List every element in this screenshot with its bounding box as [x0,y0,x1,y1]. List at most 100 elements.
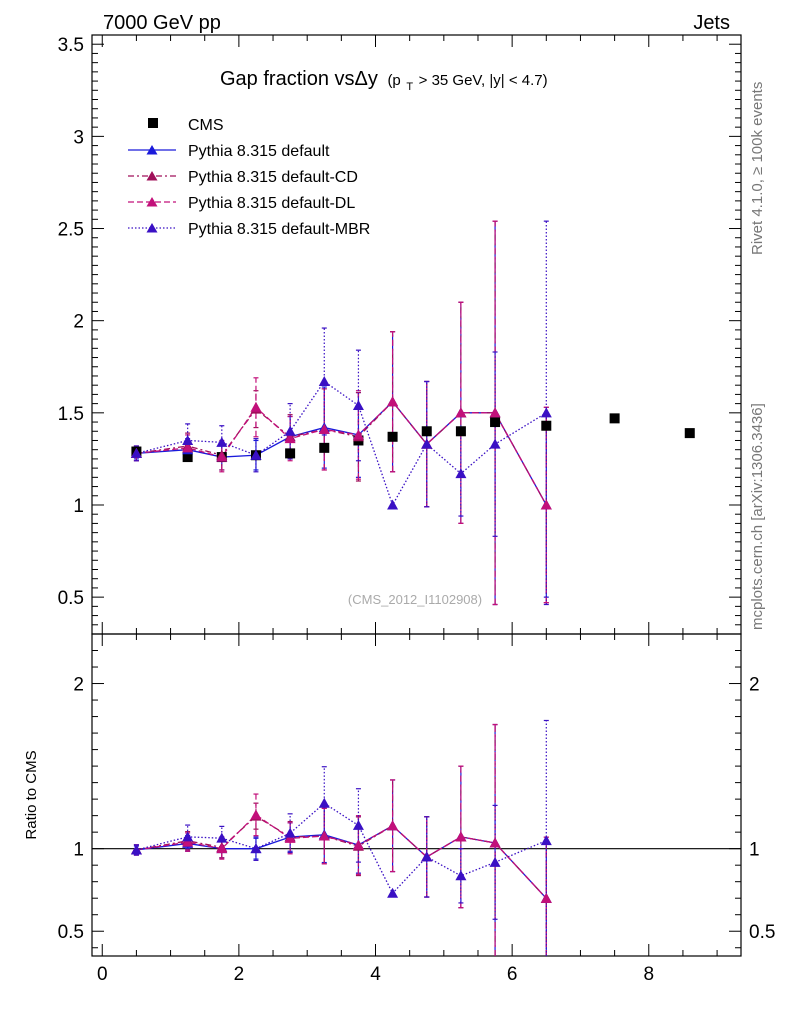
chart-title-cuts-post: > 35 GeV, |y| < 4.7) [419,72,548,89]
mc-data-point [540,499,552,510]
y-tick-label: 0.5 [58,588,84,609]
ratio-y-tick-label: 2 [749,675,760,696]
ratio-data-point [455,870,467,881]
ratio-data-point [489,837,501,848]
ratio-data-point [352,839,364,850]
y-tick-label: 2 [73,312,84,333]
ratio-data-point [284,832,296,843]
x-tick-label: 4 [370,964,381,985]
ratio-data-point [182,836,194,847]
legend-label-default: Pythia 8.315 default [188,143,330,160]
energy-label: 7000 GeV pp [103,12,221,34]
ratio-series-line [136,802,547,895]
ratio-data-point [455,831,467,842]
legend: CMS Pythia 8.315 default Pythia 8.315 de… [128,117,370,238]
ratio-y-tick-label: 0.5 [749,922,775,943]
cms-data-point [387,431,398,442]
y-tick-label: 3.5 [58,35,84,56]
axes-layer: 0 2 4 6 8 0.5 1 1.5 2 2.5 3 3.5 0.5 0.5 1 1 2 2 [58,35,775,985]
legend-label-mbr: Pythia 8.315 default-MBR [188,221,370,238]
x-tick-label: 8 [643,964,654,985]
mc-data-point [352,399,364,410]
y-tick-label: 2.5 [58,220,84,241]
cms-data-point [182,452,193,463]
ratio-axis-label: Ratio to CMS [23,750,40,839]
mc-data-point [318,375,330,386]
ratio-data-point [387,887,399,898]
mc-series-line [136,380,547,507]
mc-data-point [182,434,194,445]
legend-label-cd: Pythia 8.315 default-CD [188,169,358,186]
legend-marker-cd [146,171,158,181]
ratio-y-tick-label: 2 [73,675,84,696]
ratio-y-tick-label: 1 [73,840,84,861]
mcplots-label: mcplots.cern.ch [arXiv:1306.3436] [749,403,766,630]
mc-data-point [216,436,228,447]
mc-data-point [421,438,433,449]
ratio-data-point [318,797,330,808]
ratio-data-point [421,851,433,862]
cms-data-point [684,428,695,439]
mc-data-point [284,433,296,444]
mc-data-point [387,396,399,407]
mc-series-line [136,400,547,506]
ratio-data-point [250,809,262,820]
mc-data-point [216,451,228,462]
ratio-series-line [136,815,547,899]
mc-data-point [250,401,262,412]
x-tick-label: 0 [97,964,108,985]
cms-data-point [421,426,432,437]
ratio-data-point [489,856,501,867]
mc-data-point [540,407,552,418]
ratio-data-point [318,830,330,841]
ratio-data-point [284,827,296,838]
ratio-y-tick-label: 0.5 [58,922,84,943]
ratio-data-point [216,832,228,843]
mc-data-point [182,442,194,453]
ratio-y-tick-label: 1 [749,840,760,861]
mc-data-point [387,499,399,510]
ratio-data-point [540,835,552,846]
rivet-version-label: Rivet 4.1.0, ≥ 100k events [749,82,766,255]
legend-marker-default [146,145,158,155]
ratio-series-line [136,814,547,899]
legend-marker-dl [146,197,158,207]
mc-data-point [489,438,501,449]
ratio-data-point [216,843,228,854]
chart-title-cuts-pre: (p [387,72,400,89]
chart-title-cuts-sub: T [406,81,413,93]
ratio-data-point [540,892,552,903]
ratio-data-point [352,819,364,830]
x-tick-label: 2 [234,964,245,985]
chart-title-main: Gap fraction vsΔy [220,68,378,90]
cms-data-point [285,448,296,459]
mc-data-point [284,425,296,436]
ratio-panel-frame [91,633,742,957]
analysis-id-label: (CMS_2012_I1102908) [348,592,482,607]
x-tick-label: 6 [507,964,518,985]
mc-data-point [130,447,142,458]
cms-data-point [319,442,330,453]
process-label: Jets [693,12,730,34]
mc-data-point [318,423,330,434]
y-tick-label: 1.5 [58,404,84,425]
ratio-data-point [387,820,399,831]
mc-series-line [136,400,547,506]
ratio-data-point [130,844,142,855]
legend-label-dl: Pythia 8.315 default-DL [188,195,355,212]
cms-data-point [609,413,620,424]
legend-cms-marker [148,118,158,128]
mc-data-point [455,407,467,418]
chart-title: Gap fraction vsΔy (p T > 35 GeV, |y| < 4… [220,68,548,95]
legend-marker-mbr [146,223,158,233]
legend-label-cms: CMS [188,117,224,134]
y-tick-label: 3 [73,127,84,148]
cms-data-point [490,417,501,428]
mc-data-point [352,429,364,440]
ratio-data-point [182,831,194,842]
ratio-data-point [250,843,262,854]
mc-data-point [489,407,501,418]
cms-data-point [455,426,466,437]
y-tick-label: 1 [73,496,84,517]
